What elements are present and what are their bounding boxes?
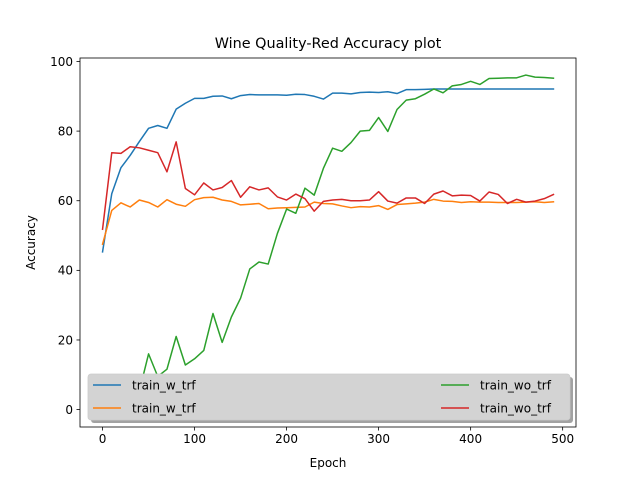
- legend-label: train_wo_trf: [480, 378, 552, 392]
- axes-frame: [79, 57, 577, 428]
- x-axis-label: Epoch: [310, 456, 347, 470]
- y-tick-label: 60: [58, 194, 73, 208]
- x-tick-label: 200: [275, 432, 298, 446]
- y-axis-label: Accuracy: [24, 215, 38, 270]
- y-tick-label: 100: [50, 55, 73, 69]
- series-lines: [101, 74, 555, 411]
- series-line-1: [101, 196, 555, 246]
- series-line-3: [101, 141, 555, 231]
- y-tick-label: 20: [58, 333, 73, 347]
- legend-label: train_w_trf: [132, 378, 196, 392]
- legend-label: train_w_trf: [132, 401, 196, 415]
- x-tick-label: 300: [367, 432, 390, 446]
- plot-area: [79, 57, 577, 428]
- legend: train_w_trf train_w_trf train_wo_trf train_…: [87, 373, 573, 423]
- y-tick-label: 40: [58, 264, 73, 278]
- y-axis-ticks: 0 20 40 60 80 100: [50, 55, 80, 417]
- x-tick-label: 100: [183, 432, 206, 446]
- series-line-2: [101, 74, 555, 411]
- legend-items: train_w_trf train_w_trf train_wo_trf train_…: [93, 378, 552, 415]
- y-tick-label: 0: [65, 403, 73, 417]
- series-line-0: [101, 88, 555, 253]
- x-tick-label: 400: [459, 432, 482, 446]
- x-tick-label: 500: [551, 432, 574, 446]
- x-tick-label: 0: [99, 432, 107, 446]
- legend-label: train_wo_trf: [480, 401, 552, 415]
- chart-title: Wine Quality-Red Accuracy plot: [215, 36, 442, 52]
- y-tick-label: 80: [58, 124, 73, 138]
- x-axis-ticks: 0 100 200 300 400 500: [99, 427, 574, 446]
